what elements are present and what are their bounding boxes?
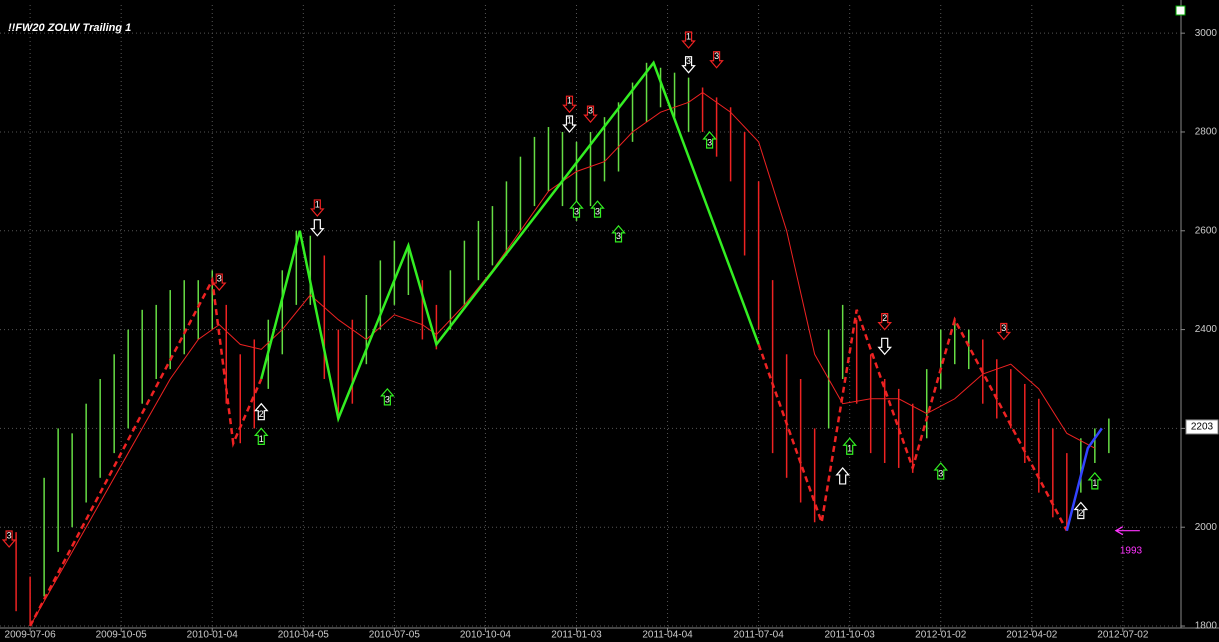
signal-arrow	[310, 199, 325, 217]
signal-label: 2	[259, 409, 264, 419]
x-tick-label: 2009-07-06	[5, 630, 57, 641]
signal-arrow	[211, 273, 227, 291]
signal-arrow	[709, 51, 724, 69]
signal-arrow	[681, 31, 696, 49]
signal-arrow	[1087, 471, 1103, 490]
signal-arrow	[877, 337, 893, 356]
last-value-label: 2203	[1191, 422, 1214, 433]
y-tick-label: 2600	[1195, 225, 1218, 236]
signal-label: 1	[567, 115, 572, 125]
signal-arrow	[996, 322, 1012, 341]
y-tick-label: 2800	[1195, 127, 1218, 138]
signal-arrow	[1, 530, 17, 548]
zigzag-line	[260, 60, 760, 423]
signal-label: 3	[385, 394, 390, 404]
y-tick-label: 2000	[1195, 522, 1218, 533]
signal-label: 3	[686, 56, 691, 66]
x-tick-label: 2011-01-03	[551, 630, 602, 641]
signal-label: 1	[847, 444, 852, 454]
signal-arrow	[933, 462, 949, 480]
signal-label: 1	[1092, 478, 1097, 488]
panel-button[interactable]	[1175, 5, 1186, 16]
signal-label: 3	[595, 207, 600, 217]
signal-arrow	[310, 219, 325, 237]
zigzag-line	[29, 276, 263, 627]
signal-arrow	[562, 115, 577, 133]
signal-label: 2	[882, 313, 887, 323]
signal-label: 3	[707, 137, 712, 147]
signal-arrow	[583, 105, 598, 124]
signal-label: 3	[574, 207, 579, 217]
annotation-label: 1993	[1120, 545, 1143, 556]
x-tick-label: 2009-10-05	[96, 630, 148, 641]
signal-label: 1	[567, 96, 572, 106]
signal-arrow	[835, 467, 850, 485]
x-tick-label: 2011-10-03	[824, 630, 875, 641]
signal-arrow	[562, 95, 577, 114]
last-value-box	[1185, 419, 1219, 435]
signal-label: 3	[938, 468, 943, 478]
signal-arrow	[590, 200, 605, 218]
signal-arrow	[611, 224, 626, 243]
chart-title: !!FW20 ZOLW Trailing 1	[8, 22, 131, 34]
signal-arrow	[380, 387, 395, 406]
zigzag-line	[757, 309, 1068, 532]
moving-average	[29, 91, 1096, 627]
x-tick-label: 2012-04-02	[1006, 630, 1058, 641]
signal-arrow	[569, 200, 584, 218]
x-tick-label: 2012-01-02	[915, 630, 967, 641]
signal-arrow	[253, 402, 269, 421]
zigzag-line	[1065, 427, 1103, 531]
annotation-arrow	[1114, 526, 1140, 536]
signal-label: 3	[588, 105, 593, 115]
signal-label: 2	[1078, 508, 1083, 518]
signal-arrow	[253, 427, 269, 446]
x-tick-label: 2011-04-04	[642, 630, 693, 641]
y-tick-label: 1800	[1195, 621, 1218, 632]
y-tick-label: 2400	[1195, 324, 1218, 335]
signal-label: 1	[315, 199, 320, 209]
signal-label: 3	[714, 51, 719, 61]
x-tick-label: 2010-07-05	[369, 630, 421, 641]
x-tick-label: 2010-04-05	[278, 630, 330, 641]
x-tick-label: 2010-01-04	[187, 630, 239, 641]
signal-arrow	[877, 312, 893, 331]
y-tick-label: 3000	[1195, 28, 1218, 39]
signal-arrow	[1073, 501, 1089, 520]
signal-arrow	[702, 131, 717, 149]
x-tick-label: 2011-07-04	[733, 630, 784, 641]
x-tick-label: 2012-07-02	[1097, 630, 1149, 641]
signal-arrow	[842, 437, 857, 455]
signal-label: 3	[1001, 323, 1006, 333]
signal-label: 1	[259, 434, 264, 444]
signal-label: 3	[217, 273, 222, 283]
signal-arrow	[681, 56, 696, 74]
signal-label: 3	[7, 530, 12, 540]
x-tick-label: 2010-10-04	[460, 630, 512, 641]
signal-label: 3	[616, 231, 621, 241]
signal-label: 1	[686, 31, 691, 41]
